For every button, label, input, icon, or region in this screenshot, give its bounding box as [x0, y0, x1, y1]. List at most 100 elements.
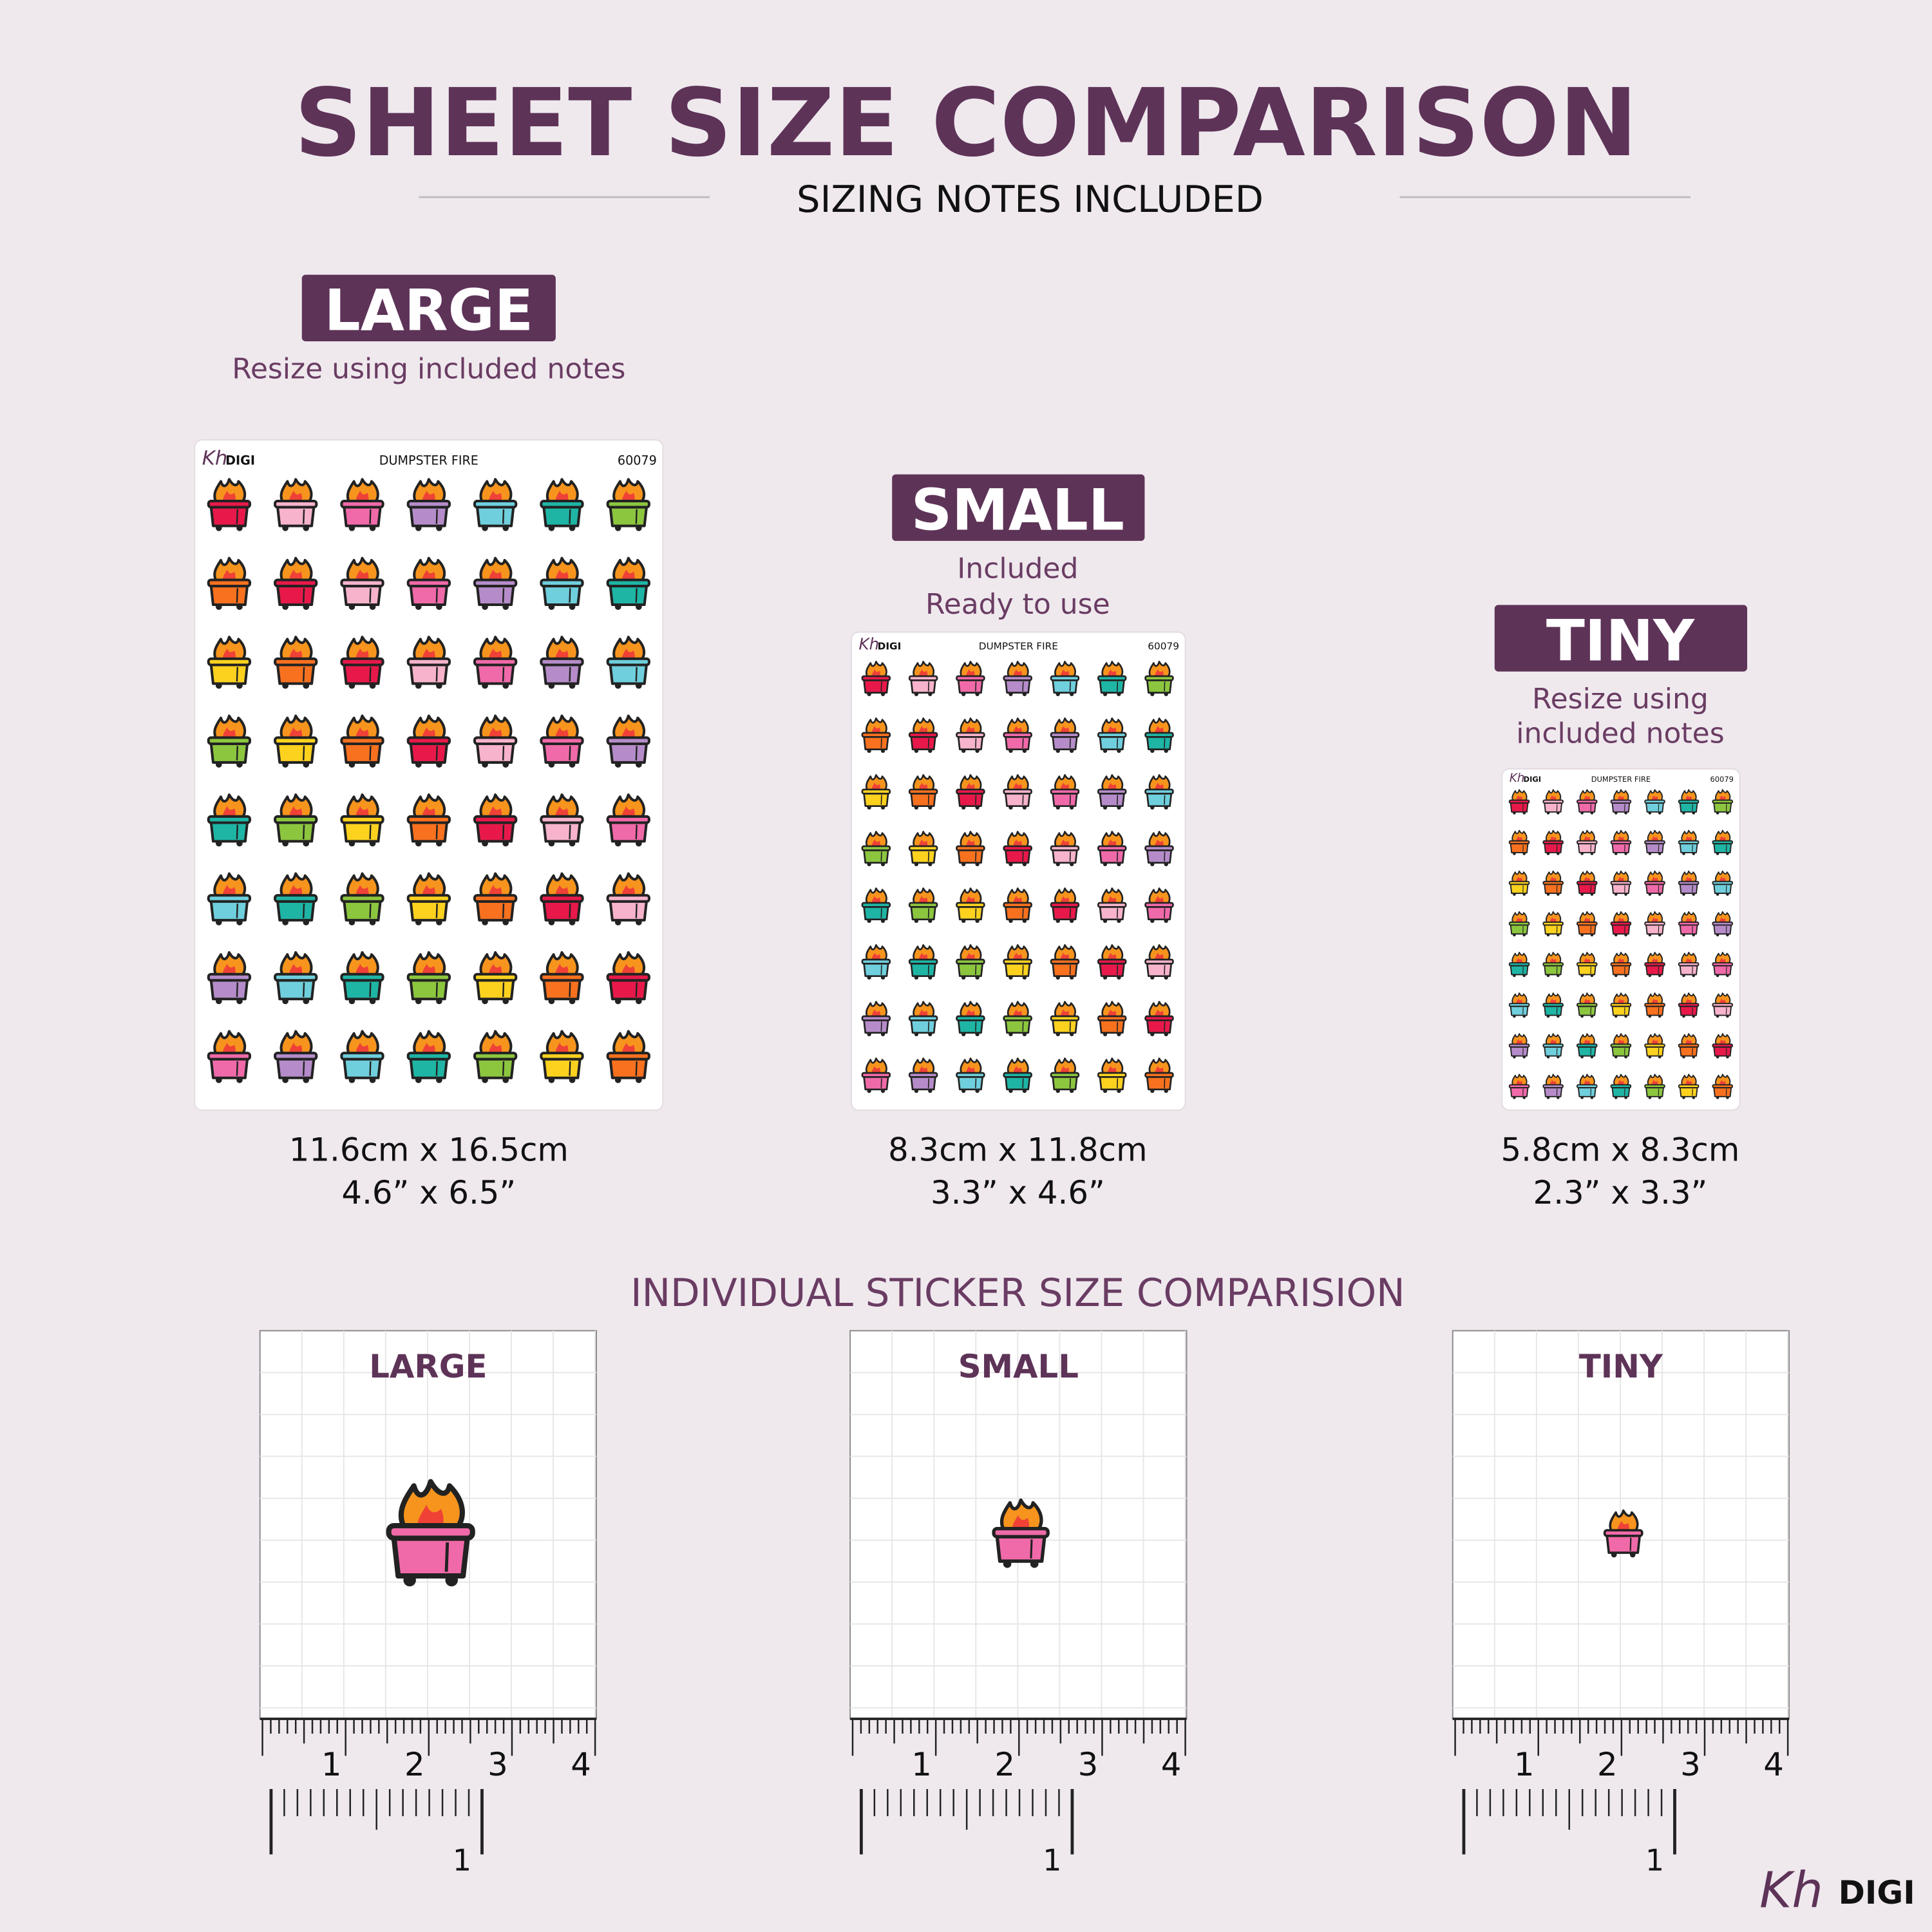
- wheel: [1648, 933, 1652, 937]
- flame: [913, 717, 935, 735]
- flame: [346, 556, 379, 583]
- wheel: [1658, 974, 1662, 978]
- flame: [1101, 944, 1124, 962]
- bin-seam: [635, 588, 638, 603]
- sticker: [908, 661, 938, 696]
- wheel: [1692, 811, 1696, 815]
- sticker: [1644, 1074, 1665, 1099]
- wheel: [1716, 852, 1719, 855]
- sticker: [1003, 1001, 1032, 1037]
- sticker: [1610, 992, 1632, 1018]
- sticker: [1678, 951, 1700, 978]
- flame: [346, 714, 379, 741]
- flame: [279, 1030, 313, 1057]
- wheel: [880, 805, 886, 810]
- sticker: [340, 793, 384, 847]
- bin-seam: [880, 965, 882, 975]
- flame: [1511, 870, 1528, 884]
- bin-seam: [569, 667, 571, 682]
- sticker: [1712, 1074, 1734, 1099]
- sticker: [1678, 829, 1700, 855]
- sticker: [1050, 1057, 1080, 1094]
- bin-body: [910, 679, 936, 694]
- wheel: [282, 998, 289, 1005]
- wheel: [569, 1077, 576, 1083]
- wheel: [548, 919, 555, 925]
- sticker: [861, 831, 891, 867]
- bin-body: [1713, 924, 1732, 935]
- wheel: [1022, 918, 1027, 923]
- bin-body: [609, 663, 648, 685]
- wheel: [415, 682, 422, 689]
- wheel: [1030, 1560, 1039, 1568]
- sticker: [861, 661, 891, 696]
- sticker: [1003, 661, 1032, 696]
- sticker: [1050, 717, 1080, 753]
- sheet-logo: DIGI: [878, 641, 902, 652]
- bin-seam: [502, 824, 505, 840]
- bin-body: [957, 849, 983, 864]
- sticker: [1508, 870, 1530, 896]
- bin-body: [1005, 1076, 1031, 1091]
- sticker: [1712, 829, 1734, 855]
- bin-seam: [502, 746, 505, 761]
- sticker: [1097, 1001, 1127, 1037]
- bin-body: [542, 821, 582, 843]
- bin-body: [1611, 1087, 1631, 1097]
- wheel: [928, 918, 933, 923]
- wheel: [1103, 862, 1108, 867]
- sticker: [406, 793, 451, 847]
- bin-body: [910, 906, 936, 921]
- bin-seam: [502, 667, 505, 682]
- sticker: [473, 556, 518, 611]
- sticker: [1610, 1033, 1632, 1059]
- flame: [479, 1030, 513, 1057]
- wheel: [1580, 1055, 1584, 1059]
- bin-body: [863, 793, 889, 807]
- bin-seam: [1116, 908, 1119, 918]
- wheel: [282, 1077, 289, 1083]
- flame: [398, 1479, 465, 1533]
- wheel: [415, 603, 422, 611]
- flame: [1579, 789, 1595, 802]
- wheel: [1614, 1096, 1618, 1099]
- sticker: [1050, 661, 1080, 696]
- flame: [1715, 911, 1731, 924]
- wheel: [975, 692, 980, 696]
- sticker: [956, 1001, 985, 1037]
- sticker: [908, 774, 938, 810]
- sticker: [1097, 717, 1127, 753]
- wheel: [1117, 918, 1121, 923]
- bin-body: [343, 900, 382, 922]
- flame: [1613, 789, 1629, 802]
- bin-body: [1510, 843, 1529, 853]
- bin-body: [957, 793, 983, 807]
- wheel: [303, 682, 310, 689]
- bin-body: [1645, 1087, 1664, 1097]
- sticker: [274, 793, 318, 847]
- wheel: [1103, 692, 1108, 696]
- bin-body: [1577, 884, 1596, 895]
- wheel: [436, 761, 442, 768]
- bin-body: [1005, 736, 1031, 750]
- sticker: [606, 556, 650, 611]
- flame: [1545, 911, 1562, 924]
- wheel: [436, 524, 442, 531]
- wheel: [1009, 918, 1013, 923]
- wheel: [1682, 811, 1685, 815]
- sticker: [340, 636, 384, 689]
- wheel: [1648, 974, 1652, 978]
- size-badge: [301, 274, 556, 341]
- panel-label: SMALL: [958, 1348, 1079, 1385]
- bin-body: [1713, 1046, 1732, 1057]
- wheel: [1614, 933, 1618, 937]
- wheel: [415, 1077, 422, 1083]
- flame: [999, 1498, 1043, 1533]
- flame: [1715, 1033, 1731, 1046]
- bin-body: [1645, 802, 1664, 813]
- wheel: [1624, 933, 1627, 937]
- flame: [479, 951, 513, 978]
- wheel: [369, 998, 376, 1005]
- flame: [865, 774, 887, 792]
- flame: [413, 714, 446, 741]
